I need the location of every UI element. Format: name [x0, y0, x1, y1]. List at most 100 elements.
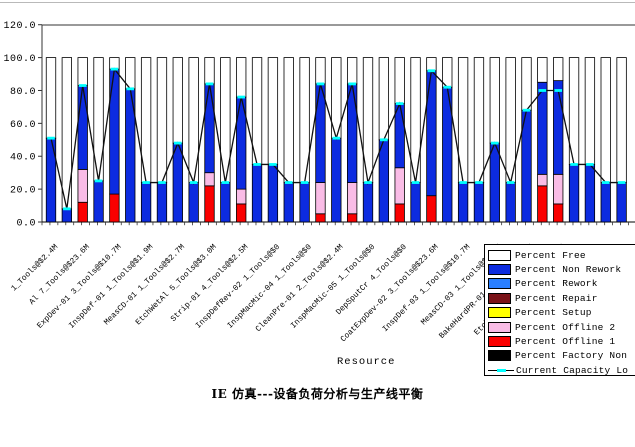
legend-label: Percent Repair — [515, 292, 598, 304]
capacity-marker — [78, 84, 87, 87]
chart-title: IE 仿真---设备负荷分析与生产线平衡 — [211, 387, 424, 401]
legend-item: Percent Factory Non — [488, 349, 635, 363]
capacity-marker — [189, 181, 198, 184]
bar-segment-free — [45, 57, 57, 139]
bar-segment-non-rework — [109, 68, 120, 195]
bar-segment-offline2 — [553, 173, 564, 205]
bar-segment-non-rework — [172, 142, 183, 223]
bar-segment-free — [537, 57, 548, 83]
bar-segment-offline1 — [537, 185, 548, 223]
capacity-marker — [364, 181, 372, 184]
bar-segment-free — [283, 57, 294, 183]
capacity-marker — [63, 207, 71, 211]
bar-segment-offline2 — [394, 167, 405, 205]
capacity-marker — [411, 181, 420, 184]
capacity-marker — [443, 85, 452, 89]
bar-segment-non-rework — [473, 182, 485, 223]
capacity-marker — [253, 163, 261, 166]
capacity-marker — [395, 102, 404, 106]
bar-segment-offline1 — [236, 203, 247, 223]
legend-swatch — [488, 336, 511, 348]
bar-segment-non-rework — [283, 182, 294, 223]
capacity-marker — [158, 181, 166, 184]
bar-segment-free — [473, 57, 485, 183]
x-axis-title: Resource — [337, 356, 396, 368]
bar-segment-offline2 — [346, 182, 358, 215]
capacity-marker — [126, 87, 135, 91]
bar-segment-free — [172, 57, 183, 144]
legend-label: Current Capacity Lo — [516, 364, 629, 376]
bar-segment-non-rework — [346, 83, 358, 183]
bar-segment-non-rework — [77, 85, 88, 170]
legend-swatch — [488, 292, 511, 304]
bar-segment-free — [109, 57, 120, 70]
capacity-marker — [332, 136, 341, 140]
bar-segment-free — [394, 57, 405, 105]
capacity-marker — [142, 181, 150, 184]
capacity-marker — [506, 181, 515, 184]
bar-segment-non-rework — [378, 139, 390, 223]
bar-segment-offline2 — [204, 172, 215, 187]
capacity-marker — [538, 89, 547, 92]
capacity-marker — [554, 89, 562, 92]
capacity-marker — [427, 69, 436, 73]
capacity-marker — [269, 163, 277, 166]
bar-segment-offline2 — [77, 168, 88, 203]
bar-segment-free — [600, 57, 611, 183]
legend-swatch — [488, 321, 511, 333]
bar-segment-non-rework — [251, 164, 263, 223]
bar-segment-non-rework — [315, 83, 326, 183]
legend-swatch — [488, 278, 511, 290]
bar-segment-free — [553, 57, 564, 82]
capacity-marker — [570, 163, 578, 166]
capacity-marker — [522, 108, 531, 112]
legend-swatch — [488, 264, 511, 276]
x-tick-label: Al 7_Tools@$23.6M — [28, 243, 92, 307]
y-tick-label: 60.0 — [10, 120, 36, 131]
legend-swatch — [488, 249, 511, 261]
bar-segment-non-rework — [362, 182, 374, 223]
capacity-marker — [475, 181, 483, 184]
bar-segment-non-rework — [426, 70, 437, 197]
legend-item: Percent Non Rework — [488, 262, 635, 276]
legend-item: Percent Rework — [488, 277, 635, 291]
legend-label: Percent Offline 2 — [515, 321, 616, 333]
bar-segment-non-rework — [600, 182, 611, 223]
bar-segment-non-rework — [553, 80, 564, 175]
bar-segment-non-rework — [204, 83, 215, 174]
bar-segment-non-rework — [220, 182, 231, 223]
legend: Percent Free Percent Non Rework Percent Re… — [484, 244, 635, 376]
capacity-marker — [110, 67, 119, 71]
capacity-marker — [94, 179, 103, 183]
capacity-marker — [237, 95, 245, 99]
bar-segment-offline2 — [236, 188, 247, 205]
legend-item: Percent Repair — [488, 291, 635, 305]
y-tick-label: 100.0 — [3, 54, 36, 65]
bar-segment-free — [505, 57, 516, 183]
bar-segment-free — [267, 57, 279, 165]
capacity-marker — [47, 136, 55, 140]
bar-segment-non-rework — [331, 137, 342, 223]
y-tick-label: 40.0 — [10, 153, 36, 164]
y-tick-label: 20.0 — [10, 186, 36, 197]
legend-item: Current Capacity Lo — [488, 363, 635, 377]
bar-segment-non-rework — [61, 208, 72, 223]
legend-swatch — [488, 350, 511, 362]
legend-label: Percent Factory Non — [515, 350, 628, 362]
legend-label: Percent Rework — [515, 278, 598, 290]
bar-segment-free — [236, 57, 247, 98]
capacity-marker — [617, 181, 626, 184]
bar-segment-offline1 — [204, 185, 215, 223]
legend-label: Percent Setup — [515, 307, 592, 319]
bar-segment-offline1 — [109, 193, 120, 223]
bar-segment-offline1 — [346, 213, 358, 223]
legend-label: Percent Non Rework — [515, 264, 622, 276]
bar-segment-free — [204, 57, 215, 85]
window-top-divider — [0, 2, 635, 3]
legend-label: Percent Offline 1 — [515, 336, 616, 348]
legend-swatch — [488, 307, 511, 319]
bar-segment-offline1 — [315, 213, 326, 223]
bar-segment-free — [442, 57, 453, 88]
